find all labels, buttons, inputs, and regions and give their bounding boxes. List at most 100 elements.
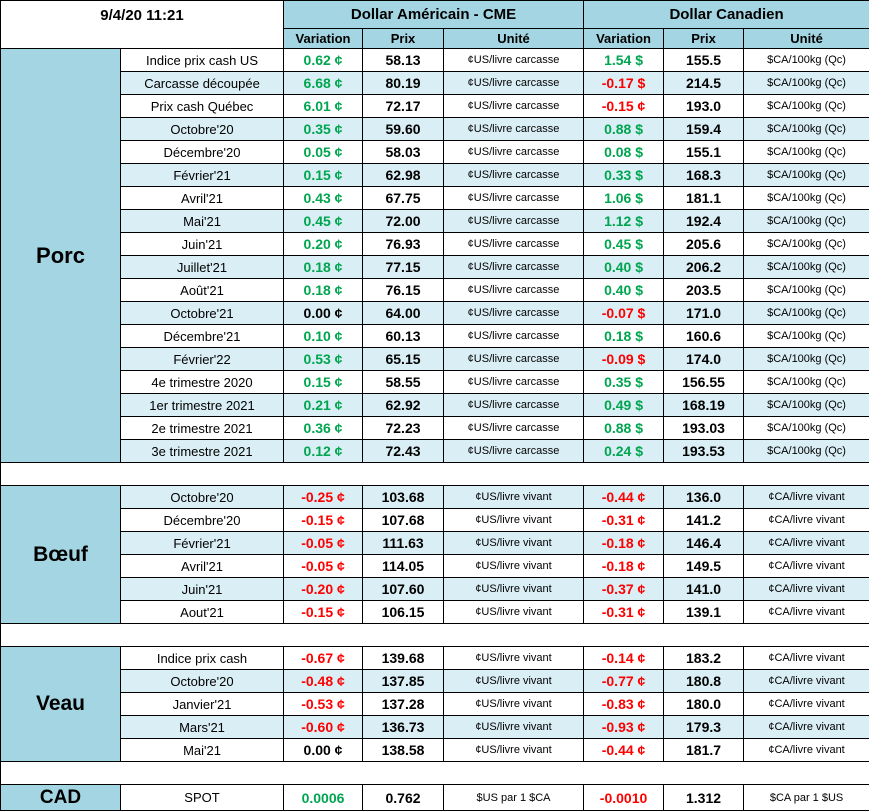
ca-price-value: 149.5 bbox=[664, 555, 744, 578]
us-variation-value: 6.68 ¢ bbox=[284, 72, 363, 95]
table-row: Février'21-0.05 ¢111.63¢US/livre vivant-… bbox=[1, 532, 869, 555]
ca-unit-label: $CA/100kg (Qc) bbox=[744, 348, 869, 371]
us-unit-label: ¢US/livre carcasse bbox=[444, 164, 584, 187]
ca-price-value: 206.2 bbox=[664, 256, 744, 279]
us-price-value: 72.23 bbox=[363, 417, 444, 440]
ca-unit-label: $CA/100kg (Qc) bbox=[744, 72, 869, 95]
ca-unit-label: $CA/100kg (Qc) bbox=[744, 325, 869, 348]
us-price-value: 106.15 bbox=[363, 601, 444, 624]
us-variation-value: 0.05 ¢ bbox=[284, 141, 363, 164]
us-variation-value: -0.05 ¢ bbox=[284, 555, 363, 578]
ca-variation-value: 0.33 $ bbox=[584, 164, 664, 187]
ca-variation-value: 0.24 $ bbox=[584, 440, 664, 463]
ca-variation-value: 0.45 $ bbox=[584, 233, 664, 256]
us-unit-label: ¢US/livre carcasse bbox=[444, 95, 584, 118]
ca-variation-value: 0.40 $ bbox=[584, 279, 664, 302]
table-row: Octobre'20-0.48 ¢137.85¢US/livre vivant-… bbox=[1, 670, 869, 693]
row-label: Juillet'21 bbox=[121, 256, 284, 279]
ca-unit-label: $CA/100kg (Qc) bbox=[744, 417, 869, 440]
row-label: Octobre'21 bbox=[121, 302, 284, 325]
us-variation-value: 0.53 ¢ bbox=[284, 348, 363, 371]
ca-unit-label: $CA/100kg (Qc) bbox=[744, 118, 869, 141]
col-header-ca-unite: Unité bbox=[744, 29, 869, 49]
us-variation-value: -0.48 ¢ bbox=[284, 670, 363, 693]
ca-price-value: 141.0 bbox=[664, 578, 744, 601]
ca-unit-label: $CA/100kg (Qc) bbox=[744, 440, 869, 463]
table-row: Mars'21-0.60 ¢136.73¢US/livre vivant-0.9… bbox=[1, 716, 869, 739]
row-label: 2e trimestre 2021 bbox=[121, 417, 284, 440]
ca-price-value: 168.19 bbox=[664, 394, 744, 417]
spacer bbox=[1, 463, 869, 486]
section-label-veau: Veau bbox=[1, 647, 121, 762]
ca-variation-value: -0.37 ¢ bbox=[584, 578, 664, 601]
us-unit-label: ¢US/livre vivant bbox=[444, 601, 584, 624]
ca-price-value: 181.1 bbox=[664, 187, 744, 210]
spacer-row bbox=[1, 762, 869, 785]
us-unit-label: ¢US/livre carcasse bbox=[444, 118, 584, 141]
ca-unit-label: ¢CA/livre vivant bbox=[744, 670, 869, 693]
us-variation-value: -0.15 ¢ bbox=[284, 601, 363, 624]
ca-variation-value: 1.06 $ bbox=[584, 187, 664, 210]
us-variation-value: 0.18 ¢ bbox=[284, 279, 363, 302]
us-variation-value: 0.00 ¢ bbox=[284, 739, 363, 762]
us-unit-label: $US par 1 $CA bbox=[444, 785, 584, 811]
us-price-value: 107.68 bbox=[363, 509, 444, 532]
ca-price-value: 174.0 bbox=[664, 348, 744, 371]
us-unit-label: ¢US/livre carcasse bbox=[444, 302, 584, 325]
us-variation-value: -0.53 ¢ bbox=[284, 693, 363, 716]
us-variation-value: -0.25 ¢ bbox=[284, 486, 363, 509]
us-price-value: 67.75 bbox=[363, 187, 444, 210]
ca-price-value: 193.53 bbox=[664, 440, 744, 463]
us-unit-label: ¢US/livre vivant bbox=[444, 716, 584, 739]
us-price-value: 76.93 bbox=[363, 233, 444, 256]
ca-unit-label: ¢CA/livre vivant bbox=[744, 555, 869, 578]
ca-price-value: 192.4 bbox=[664, 210, 744, 233]
us-price-value: 64.00 bbox=[363, 302, 444, 325]
spacer bbox=[1, 762, 869, 785]
us-unit-label: ¢US/livre vivant bbox=[444, 555, 584, 578]
ca-unit-label: $CA/100kg (Qc) bbox=[744, 49, 869, 72]
ca-variation-value: -0.18 ¢ bbox=[584, 532, 664, 555]
ca-variation-value: 0.49 $ bbox=[584, 394, 664, 417]
ca-price-value: 155.5 bbox=[664, 49, 744, 72]
us-dollar-group-header: Dollar Américain - CME bbox=[284, 1, 584, 29]
ca-unit-label: $CA/100kg (Qc) bbox=[744, 302, 869, 325]
ca-variation-value: -0.31 ¢ bbox=[584, 509, 664, 532]
row-label: Prix cash Québec bbox=[121, 95, 284, 118]
ca-variation-value: 0.88 $ bbox=[584, 417, 664, 440]
ca-price-value: 171.0 bbox=[664, 302, 744, 325]
row-label: Octobre'20 bbox=[121, 486, 284, 509]
table-row: Janvier'21-0.53 ¢137.28¢US/livre vivant-… bbox=[1, 693, 869, 716]
ca-price-value: 205.6 bbox=[664, 233, 744, 256]
ca-unit-label: $CA/100kg (Qc) bbox=[744, 256, 869, 279]
us-price-value: 65.15 bbox=[363, 348, 444, 371]
us-variation-value: 0.12 ¢ bbox=[284, 440, 363, 463]
section-label-porc: Porc bbox=[1, 49, 121, 463]
us-price-value: 139.68 bbox=[363, 647, 444, 670]
table-row: Décembre'20-0.15 ¢107.68¢US/livre vivant… bbox=[1, 509, 869, 532]
row-label: Avril'21 bbox=[121, 555, 284, 578]
col-header-ca-prix: Prix bbox=[664, 29, 744, 49]
spacer-row bbox=[1, 624, 869, 647]
us-unit-label: ¢US/livre carcasse bbox=[444, 72, 584, 95]
us-unit-label: ¢US/livre vivant bbox=[444, 532, 584, 555]
us-unit-label: ¢US/livre carcasse bbox=[444, 325, 584, 348]
us-price-value: 58.55 bbox=[363, 371, 444, 394]
row-label: Février'22 bbox=[121, 348, 284, 371]
row-label: Août'21 bbox=[121, 279, 284, 302]
ca-variation-value: -0.18 ¢ bbox=[584, 555, 664, 578]
ca-variation-value: 0.18 $ bbox=[584, 325, 664, 348]
ca-unit-label: ¢CA/livre vivant bbox=[744, 578, 869, 601]
section-label-cad: CAD bbox=[1, 785, 121, 811]
